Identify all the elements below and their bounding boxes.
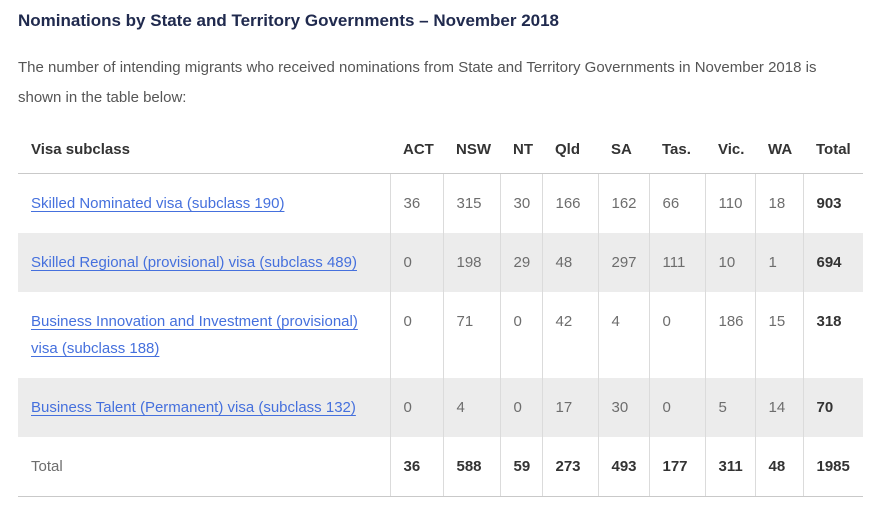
value-cell: 0 <box>499 378 542 437</box>
total-value-cell: 588 <box>442 437 500 497</box>
page-title: Nominations by State and Territory Gover… <box>18 11 560 30</box>
nominations-table: Visa subclass ACT NSW NT Qld SA Tas. Vic. WA Tota… <box>18 129 863 497</box>
column-header-nsw: NSW <box>443 129 500 174</box>
table-row: Skilled Regional (provisional) visa (sub… <box>18 233 863 292</box>
total-value-cell: 36 <box>389 437 443 497</box>
total-value-cell: 311 <box>704 437 755 497</box>
total-value-cell: 493 <box>597 437 649 497</box>
value-cell: 0 <box>499 292 542 378</box>
column-header-qld: Qld <box>542 129 598 174</box>
value-cell: 10 <box>704 233 755 292</box>
value-cell: 42 <box>541 292 598 378</box>
value-cell: 30 <box>597 378 649 437</box>
value-cell: 29 <box>499 233 542 292</box>
value-cell: 5 <box>704 378 755 437</box>
column-header-vic: Vic. <box>705 129 755 174</box>
value-cell: 166 <box>541 173 598 233</box>
value-cell: 4 <box>442 378 500 437</box>
value-cell: 0 <box>389 233 443 292</box>
visa-subclass-cell: Business Innovation and Investment (prov… <box>18 292 390 378</box>
table-row: Business Talent (Permanent) visa (subcla… <box>18 378 863 437</box>
total-value-cell: 177 <box>648 437 705 497</box>
value-cell: 4 <box>597 292 649 378</box>
column-header-act: ACT <box>390 129 443 174</box>
value-cell: 14 <box>754 378 803 437</box>
value-cell: 1 <box>754 233 803 292</box>
table-row: Business Innovation and Investment (prov… <box>18 292 863 378</box>
total-row-label: Total <box>18 437 390 497</box>
value-cell: 71 <box>442 292 500 378</box>
table-total-row: Total 36 588 59 273 493 177 311 48 1985 <box>18 437 863 497</box>
visa-subclass-link[interactable]: Business Talent (Permanent) visa (subcla… <box>31 399 356 416</box>
row-total-cell: 70 <box>802 378 863 437</box>
visa-subclass-link[interactable]: Skilled Nominated visa (subclass 190) <box>31 195 285 212</box>
column-header-sa: SA <box>598 129 649 174</box>
row-total-cell: 903 <box>802 173 863 233</box>
intro-text: The number of intending migrants who rec… <box>18 59 817 106</box>
visa-subclass-cell: Business Talent (Permanent) visa (subcla… <box>18 378 390 437</box>
visa-subclass-cell: Skilled Regional (provisional) visa (sub… <box>18 233 390 292</box>
table-header-row: Visa subclass ACT NSW NT Qld SA Tas. Vic. WA Tota… <box>18 129 863 174</box>
column-header-nt: NT <box>500 129 542 174</box>
value-cell: 17 <box>541 378 598 437</box>
row-total-cell: 694 <box>802 233 863 292</box>
visa-subclass-cell: Skilled Nominated visa (subclass 190) <box>18 174 390 234</box>
column-header-wa: WA <box>755 129 803 174</box>
table-row: Skilled Nominated visa (subclass 190) 36 3… <box>18 173 863 234</box>
value-cell: 18 <box>754 173 803 233</box>
value-cell: 15 <box>754 292 803 378</box>
visa-subclass-link[interactable]: Skilled Regional (provisional) visa (sub… <box>31 254 357 271</box>
value-cell: 198 <box>442 233 500 292</box>
value-cell: 110 <box>704 173 755 233</box>
visa-subclass-link[interactable]: Business Innovation and Investment (prov… <box>31 313 358 357</box>
value-cell: 186 <box>704 292 755 378</box>
column-header-total: Total <box>803 129 863 174</box>
value-cell: 0 <box>389 292 443 378</box>
value-cell: 36 <box>389 173 443 233</box>
value-cell: 162 <box>597 173 649 233</box>
total-value-cell: 59 <box>499 437 542 497</box>
row-total-cell: 318 <box>802 292 863 378</box>
value-cell: 0 <box>389 378 443 437</box>
column-header-visa-subclass: Visa subclass <box>18 129 390 174</box>
value-cell: 315 <box>442 173 500 233</box>
value-cell: 0 <box>648 378 705 437</box>
value-cell: 297 <box>597 233 649 292</box>
grand-total-cell: 1985 <box>802 437 863 497</box>
value-cell: 0 <box>648 292 705 378</box>
column-header-tas: Tas. <box>649 129 705 174</box>
value-cell: 111 <box>648 233 705 292</box>
total-value-cell: 48 <box>754 437 803 497</box>
value-cell: 66 <box>648 173 705 233</box>
total-value-cell: 273 <box>541 437 598 497</box>
value-cell: 30 <box>499 173 542 233</box>
value-cell: 48 <box>541 233 598 292</box>
